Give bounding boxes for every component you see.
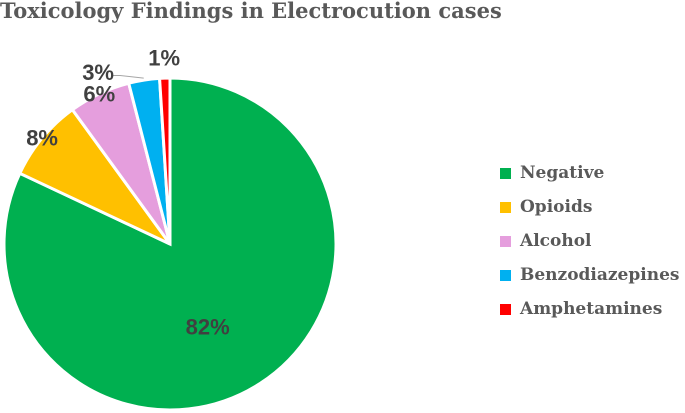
legend-swatch bbox=[500, 201, 511, 213]
chart-title: Toxicology Findings in Electrocution cas… bbox=[0, 0, 502, 23]
legend-swatch bbox=[500, 167, 511, 179]
data-label-opioids: 8% bbox=[26, 126, 58, 151]
legend-label: Alcohol bbox=[520, 231, 592, 251]
legend-swatch bbox=[500, 303, 511, 315]
pie-slice-amphetamines bbox=[157, 76, 172, 245]
legend-item-alcohol: Alcohol bbox=[500, 224, 679, 258]
legend-item-negative: Negative bbox=[500, 156, 679, 190]
legend-item-amphetamines: Amphetamines bbox=[500, 292, 679, 326]
legend-label: Opioids bbox=[520, 197, 593, 217]
legend: Negative Opioids Alcohol Benzodiazepines Amp… bbox=[500, 156, 679, 326]
data-label-alcohol: 6% bbox=[83, 81, 115, 106]
leader-line-benzodiazepines bbox=[113, 75, 144, 79]
data-label-amphetamines: 1% bbox=[148, 46, 180, 71]
legend-item-opioids: Opioids bbox=[500, 190, 679, 224]
legend-swatch bbox=[500, 269, 511, 281]
data-label-benzodiazepines: 3% bbox=[82, 60, 114, 85]
legend-swatch bbox=[500, 235, 511, 247]
legend-label: Amphetamines bbox=[520, 299, 663, 319]
legend-label: Negative bbox=[520, 163, 605, 183]
data-label-negative: 82% bbox=[186, 315, 230, 340]
legend-label: Benzodiazepines bbox=[520, 265, 680, 285]
legend-item-benzodiazepines: Benzodiazepines bbox=[500, 258, 679, 292]
